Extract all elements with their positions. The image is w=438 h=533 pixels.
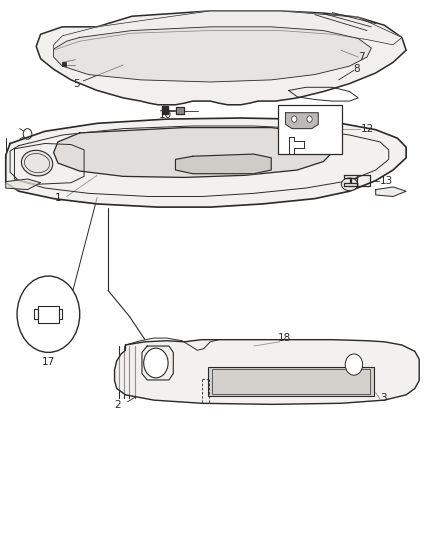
- Text: 13: 13: [380, 175, 393, 185]
- Polygon shape: [6, 118, 406, 207]
- Polygon shape: [376, 187, 406, 197]
- Text: 7: 7: [358, 52, 365, 62]
- Polygon shape: [177, 108, 184, 114]
- Text: 1: 1: [54, 192, 61, 203]
- Polygon shape: [162, 107, 168, 114]
- Ellipse shape: [21, 150, 53, 176]
- Polygon shape: [53, 27, 371, 82]
- Text: 8: 8: [353, 64, 360, 74]
- Polygon shape: [115, 340, 419, 405]
- Ellipse shape: [341, 178, 358, 191]
- Bar: [212, 369, 370, 394]
- Polygon shape: [53, 127, 332, 177]
- Bar: [278, 105, 342, 154]
- Text: 18: 18: [278, 333, 291, 343]
- Circle shape: [307, 116, 312, 122]
- Bar: [62, 62, 66, 66]
- Circle shape: [292, 116, 297, 122]
- Circle shape: [17, 276, 80, 352]
- Polygon shape: [36, 11, 406, 105]
- Text: 3: 3: [380, 393, 387, 403]
- Circle shape: [345, 354, 363, 375]
- Circle shape: [144, 348, 168, 378]
- Bar: [208, 367, 374, 397]
- Polygon shape: [286, 113, 318, 128]
- Polygon shape: [176, 154, 271, 174]
- Text: 2: 2: [115, 400, 121, 410]
- Text: 10: 10: [159, 110, 172, 120]
- Text: 17: 17: [42, 357, 55, 367]
- Text: 12: 12: [360, 124, 374, 134]
- Polygon shape: [6, 179, 41, 190]
- Text: 5: 5: [73, 78, 80, 88]
- Polygon shape: [53, 11, 402, 50]
